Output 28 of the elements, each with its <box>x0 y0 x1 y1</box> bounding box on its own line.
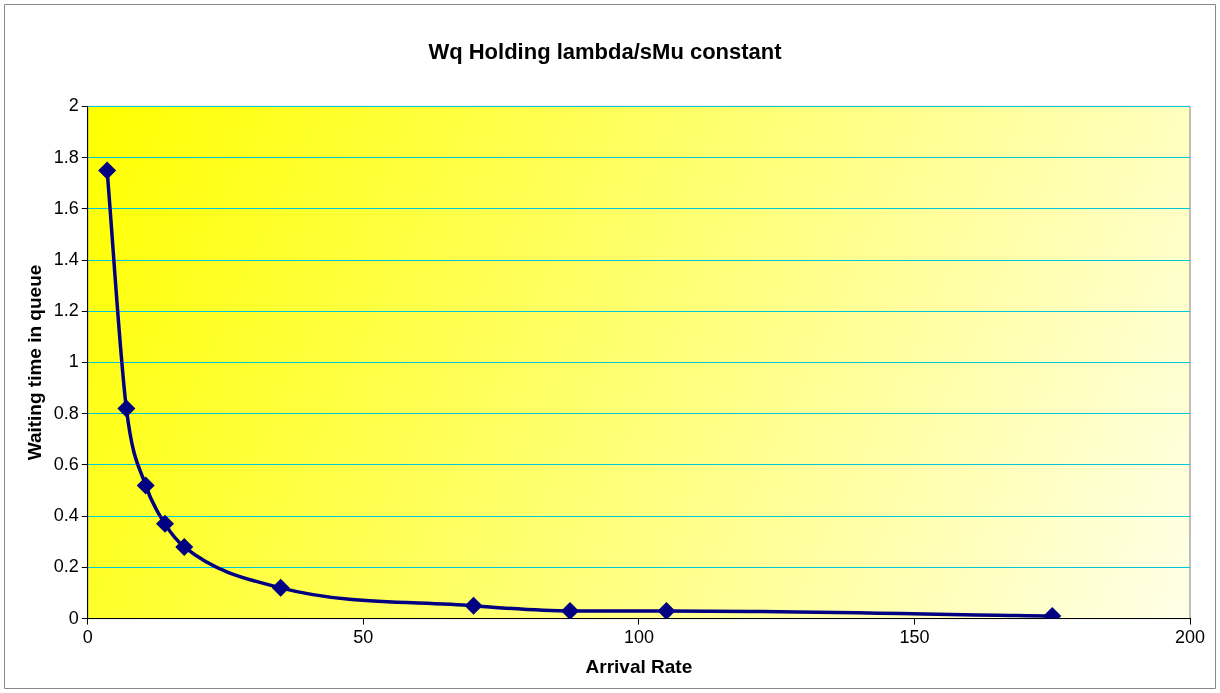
point <box>98 161 117 180</box>
y-tick-label: 2 <box>68 95 79 116</box>
x-axis-title: Arrival Rate <box>585 655 693 677</box>
y-tick-label: 1 <box>68 351 79 372</box>
y-tick-label: 1.8 <box>53 146 79 167</box>
y-tick-label: 0 <box>68 607 79 628</box>
point <box>175 537 194 556</box>
y-axis-title: Waiting time in queue <box>23 264 45 461</box>
y-tick-label: 1.6 <box>53 197 79 218</box>
y-tick-label: 0.4 <box>53 505 79 526</box>
x-tick-label: 100 <box>623 627 654 648</box>
point <box>117 399 136 418</box>
x-tick-label: 200 <box>1174 627 1206 648</box>
y-tick-label: 0.2 <box>53 556 79 577</box>
point <box>271 578 290 597</box>
point <box>136 476 155 495</box>
x-tick-label: 150 <box>899 627 930 648</box>
point <box>657 601 676 619</box>
x-tick-label: 50 <box>353 627 374 648</box>
chart-title: Wq Holding lambda/sMu constant <box>428 39 783 65</box>
point <box>561 601 580 619</box>
y-tick-label: 1.2 <box>53 300 79 321</box>
x-tick-label: 0 <box>82 627 93 648</box>
y-tick-label: 1.4 <box>53 249 79 270</box>
point <box>155 514 174 533</box>
point <box>464 596 483 615</box>
y-tick-label: 0.6 <box>53 453 79 474</box>
y-tick-label: 0.8 <box>53 402 79 423</box>
